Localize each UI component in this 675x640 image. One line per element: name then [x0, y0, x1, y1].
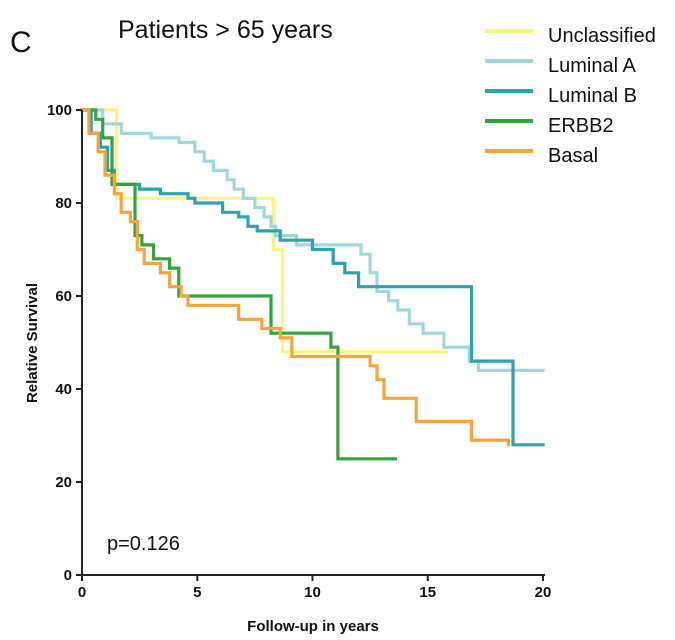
- curve-erbb2: [80, 108, 398, 461]
- x-tick-label: 10: [304, 584, 321, 601]
- y-axis-label: Relative Survival: [24, 283, 41, 403]
- survival-curves: [80, 108, 545, 461]
- ticks: 0 20 40 60 80 100 0 5 10 15 20: [47, 102, 551, 601]
- x-tick-label: 20: [535, 584, 552, 601]
- y-tick-label: 40: [55, 381, 72, 398]
- chart-title: Patients > 65 years: [118, 16, 333, 44]
- legend-label-erbb2: ERBB2: [548, 115, 614, 137]
- p-value-annotation: p=0.126: [107, 533, 180, 555]
- legend-label-unclassified: Unclassified: [548, 25, 656, 47]
- legend-label-luminal-a: Luminal A: [548, 55, 636, 77]
- y-tick-label: 20: [55, 474, 72, 491]
- y-tick-label: 100: [47, 102, 72, 119]
- legend-label-luminal-b: Luminal B: [548, 85, 637, 107]
- panel-letter: C: [10, 26, 32, 59]
- x-tick-label: 0: [78, 584, 86, 601]
- curve-luminal-a: [80, 108, 545, 372]
- y-tick-label: 0: [64, 567, 72, 584]
- legend-label-basal: Basal: [548, 145, 598, 167]
- x-axis-label: Follow-up in years: [247, 618, 379, 635]
- curve-basal: [80, 108, 510, 447]
- curve-luminal-b: [80, 108, 545, 447]
- legend: Unclassified Luminal A Luminal B ERBB2 Basal: [485, 25, 656, 167]
- axes: [81, 110, 545, 576]
- x-tick-label: 5: [193, 584, 201, 601]
- y-tick-label: 80: [55, 195, 72, 212]
- x-tick-label: 15: [419, 584, 436, 601]
- y-tick-label: 60: [55, 288, 72, 305]
